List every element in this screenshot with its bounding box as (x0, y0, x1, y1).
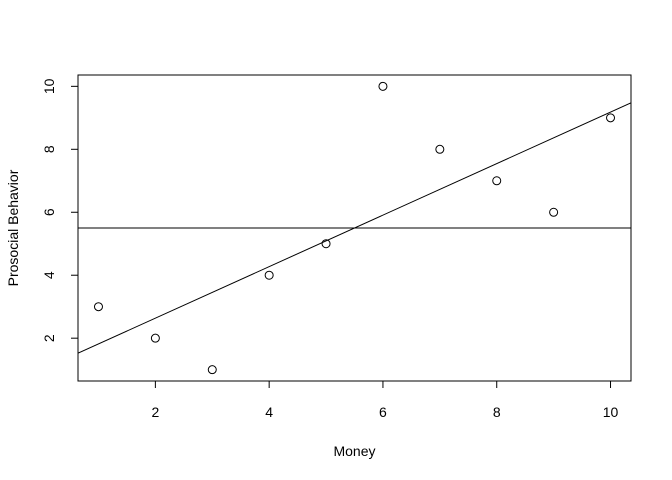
x-axis-label: Money (333, 443, 375, 459)
data-point (378, 81, 388, 91)
data-point (150, 333, 160, 343)
data-point (264, 270, 274, 280)
y-tick-label: 6 (41, 208, 57, 216)
y-tick-label: 2 (41, 334, 57, 342)
x-tick-label: 8 (493, 404, 501, 420)
data-point (549, 207, 559, 217)
x-tick-label: 4 (265, 404, 273, 420)
data-point (492, 176, 502, 186)
data-point (207, 365, 217, 375)
data-point (435, 144, 445, 154)
y-tick-label: 4 (41, 271, 57, 279)
y-tick-label: 8 (41, 145, 57, 153)
data-point (606, 113, 616, 123)
data-points (93, 81, 616, 375)
fit-lines (78, 102, 631, 354)
x-axis: 2 4 6 8 10 (151, 380, 619, 420)
y-axis: 2 4 6 8 10 (41, 78, 79, 342)
data-point (93, 302, 103, 312)
y-tick-label: 10 (41, 78, 57, 94)
x-tick-label: 10 (603, 404, 619, 420)
regression-line (78, 102, 631, 354)
x-tick-label: 2 (151, 404, 159, 420)
y-axis-label: Prosocial Behavior (5, 169, 21, 286)
data-point (321, 239, 331, 249)
x-tick-label: 6 (379, 404, 387, 420)
